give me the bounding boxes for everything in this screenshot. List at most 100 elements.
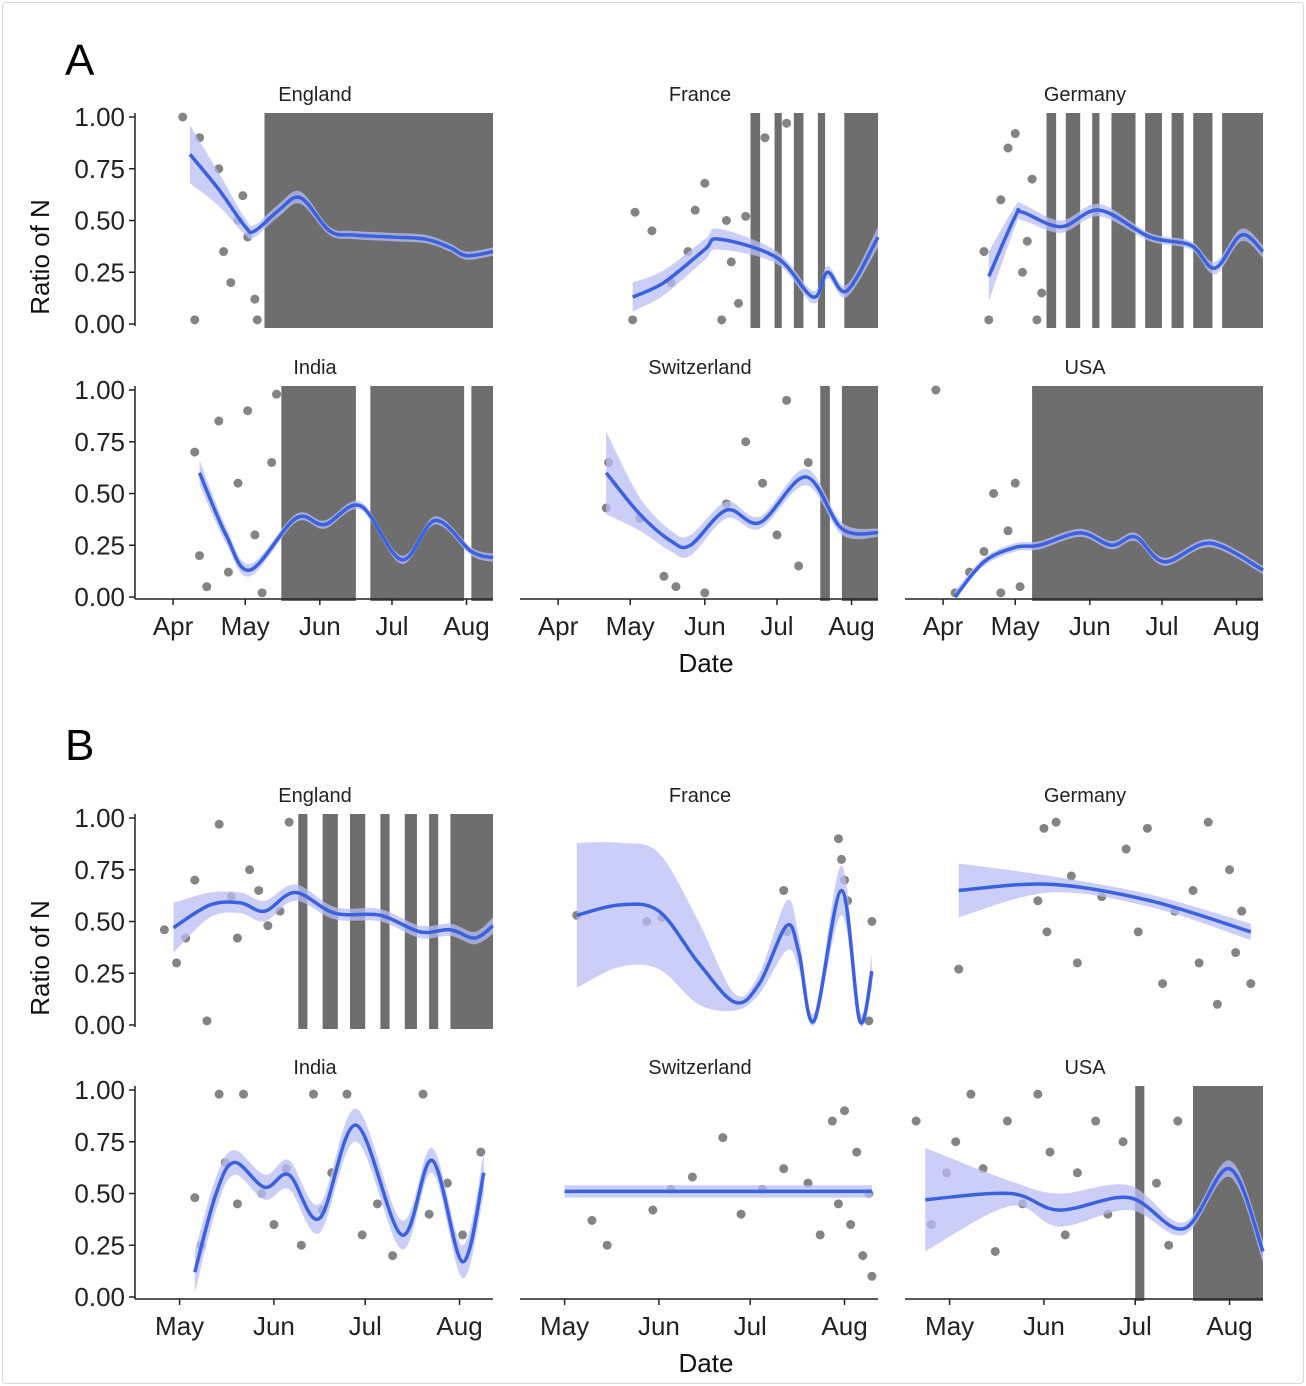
- smooth-line: [193, 1123, 486, 1273]
- y-tick-label: 0.00: [74, 309, 125, 339]
- data-point: [1003, 143, 1013, 153]
- smooth-line: [188, 153, 494, 258]
- data-point: [984, 315, 994, 325]
- data-point: [238, 1089, 248, 1099]
- data-point: [721, 216, 731, 225]
- x-tick-label: May: [925, 1311, 974, 1341]
- data-point: [219, 247, 229, 257]
- facet-switzerland: Switzerland Apr May Jun Jul Aug: [520, 357, 879, 641]
- facet-title: USA: [1064, 1057, 1106, 1079]
- dense-points-region: [264, 113, 493, 328]
- y-tick-label: 1.00: [74, 803, 125, 833]
- x-tick-label: Jul: [1145, 611, 1178, 641]
- dense-points-region: [322, 814, 338, 1029]
- data-point: [779, 1164, 789, 1174]
- data-point: [648, 1205, 658, 1215]
- data-point: [178, 112, 188, 122]
- x-tick-label: Aug: [443, 611, 489, 641]
- data-point: [779, 885, 789, 895]
- data-point: [954, 964, 964, 974]
- data-point: [1066, 871, 1076, 881]
- x-axis-title: Date: [679, 648, 734, 678]
- panel-label: A: [65, 36, 95, 85]
- dense-points-region: [349, 814, 366, 1029]
- data-point: [308, 1089, 318, 1099]
- data-point: [1039, 823, 1049, 833]
- dense-points-region: [750, 113, 761, 328]
- data-point: [951, 1137, 961, 1147]
- data-point: [257, 588, 267, 598]
- data-point: [1051, 817, 1061, 827]
- dense-points-region: [404, 814, 417, 1029]
- data-point: [772, 530, 782, 540]
- data-point: [1246, 979, 1256, 989]
- x-tick-label: Apr: [153, 611, 194, 641]
- data-point: [979, 247, 989, 257]
- dense-points-region: [1193, 113, 1213, 328]
- data-point: [372, 1199, 382, 1209]
- data-point: [1042, 927, 1052, 937]
- data-point: [760, 133, 770, 143]
- data-point: [726, 257, 736, 267]
- x-tick-label: May: [540, 1311, 589, 1341]
- data-point: [782, 118, 792, 128]
- facet-switzerland: Switzerland May Jun Jul Aug: [520, 1057, 878, 1341]
- y-tick-label: 0.25: [74, 958, 125, 988]
- facet-title: Switzerland: [648, 1057, 751, 1079]
- data-point: [1225, 865, 1235, 875]
- facet-india: India 0.00 0.25 0.50 0.75 1.00 May Jun Jul Aug: [74, 1057, 493, 1341]
- x-tick-label: Jun: [299, 611, 341, 641]
- data-point: [476, 1147, 486, 1157]
- dense-points-region: [793, 113, 804, 328]
- data-point: [1010, 478, 1020, 488]
- data-point: [284, 817, 294, 827]
- dense-points-region: [1193, 1086, 1263, 1301]
- data-point: [357, 1230, 367, 1240]
- data-point: [190, 447, 200, 457]
- data-point: [1121, 844, 1131, 854]
- data-point: [628, 315, 638, 325]
- dense-points-region: [1171, 113, 1184, 328]
- x-tick-label: May: [606, 611, 655, 641]
- data-point: [233, 478, 243, 488]
- facet-title: Germany: [1044, 785, 1126, 807]
- data-point: [803, 457, 813, 467]
- x-tick-label: Apr: [923, 611, 964, 641]
- data-point: [424, 1209, 434, 1219]
- data-point: [245, 865, 255, 875]
- data-point: [836, 854, 846, 864]
- data-point: [1033, 1089, 1043, 1099]
- data-point: [1045, 1147, 1055, 1157]
- x-tick-label: Jun: [638, 1311, 680, 1341]
- smooth-line: [172, 890, 495, 940]
- smooth-line: [197, 472, 494, 572]
- data-point: [979, 546, 989, 556]
- data-point: [1164, 1240, 1174, 1250]
- facet-title: USA: [1064, 357, 1106, 379]
- dense-points-region: [471, 386, 493, 601]
- confidence-ribbon: [632, 226, 878, 312]
- x-tick-label: Jul: [760, 611, 793, 641]
- data-point: [267, 457, 277, 467]
- data-point: [911, 1116, 921, 1126]
- data-point: [342, 1089, 352, 1099]
- data-point: [223, 567, 233, 577]
- x-tick-label: Jul: [349, 1311, 382, 1341]
- x-tick-label: Jun: [253, 1311, 295, 1341]
- x-tick-label: Jun: [1023, 1311, 1065, 1341]
- smooth-line: [631, 236, 880, 299]
- dense-points-region: [844, 113, 878, 328]
- facet-title: France: [669, 84, 731, 106]
- data-point: [858, 1251, 868, 1261]
- x-tick-label: Jun: [1069, 611, 1111, 641]
- smooth-line: [576, 888, 874, 1025]
- smooth-line: [953, 531, 1264, 599]
- confidence-ribbon: [606, 431, 878, 558]
- data-point: [1072, 958, 1082, 968]
- data-point: [272, 389, 282, 399]
- facet-england: England 0.00 0.25 0.50 0.75 1.00: [74, 785, 495, 1040]
- data-point: [717, 315, 727, 325]
- data-point: [195, 551, 205, 561]
- x-tick-label: Aug: [821, 1311, 867, 1341]
